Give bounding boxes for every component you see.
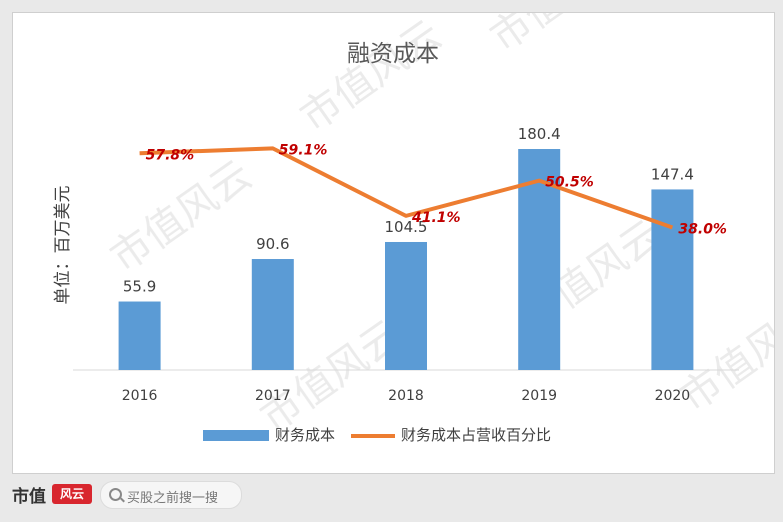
line-value-label-2020: 38.0% [678,222,727,238]
x-tick-label-2018: 2018 [388,388,424,404]
x-tick-label-2019: 2019 [521,388,557,404]
watermark-text-3: 市值风云 [482,13,639,61]
bar-2018 [385,241,427,370]
legend-label-bar: 财务成本 [275,426,335,444]
brand-logo-text: 市值 [12,487,46,507]
bar-value-label-2017: 90.6 [256,235,289,253]
legend: 财务成本 财务成本占营收百分比 [203,426,551,444]
line-value-label-2018: 41.1% [411,210,461,226]
line-value-label-2016: 57.8% [146,147,195,163]
brand-logo-mark: 风云 [52,484,92,504]
legend-swatch-bar [203,430,269,441]
search-box[interactable]: 买股之前搜一搜 [100,481,242,509]
line-series-percent [139,146,674,230]
chart: 市值风云市值风云市值风云市值风云市值风云市值风云 融资成本 单位：百万美元 55… [53,13,774,444]
watermark-text-1: 市值风云 [102,152,259,281]
search-icon [109,488,122,501]
bar-value-label-2020: 147.4 [651,165,694,183]
chart-title: 融资成本 [347,41,439,67]
x-tick-label-2016: 2016 [122,388,158,404]
y-axis-label: 单位：百万美元 [53,186,73,305]
bar-2020 [651,189,694,370]
bar-value-label-2018: 104.5 [385,218,428,236]
legend-label-line: 财务成本占营收百分比 [401,426,551,444]
x-tick-label-2020: 2020 [655,388,691,404]
footer-bar: 市值 风云 买股之前搜一搜 [0,474,783,522]
bar-2017 [251,259,294,370]
bar-value-label-2019: 180.4 [518,125,561,143]
x-tick-label-2017: 2017 [255,388,291,404]
search-placeholder: 买股之前搜一搜 [127,491,219,506]
bar-2016 [118,301,161,370]
line-value-label-2019: 50.5% [545,175,594,191]
line-value-label-2017: 59.1% [279,142,328,158]
bar-value-label-2016: 55.9 [123,278,156,296]
watermark-text-2: 市值风云 [292,13,449,141]
chart-card: 市值风云市值风云市值风云市值风云市值风云市值风云 融资成本 单位：百万美元 55… [12,12,775,474]
